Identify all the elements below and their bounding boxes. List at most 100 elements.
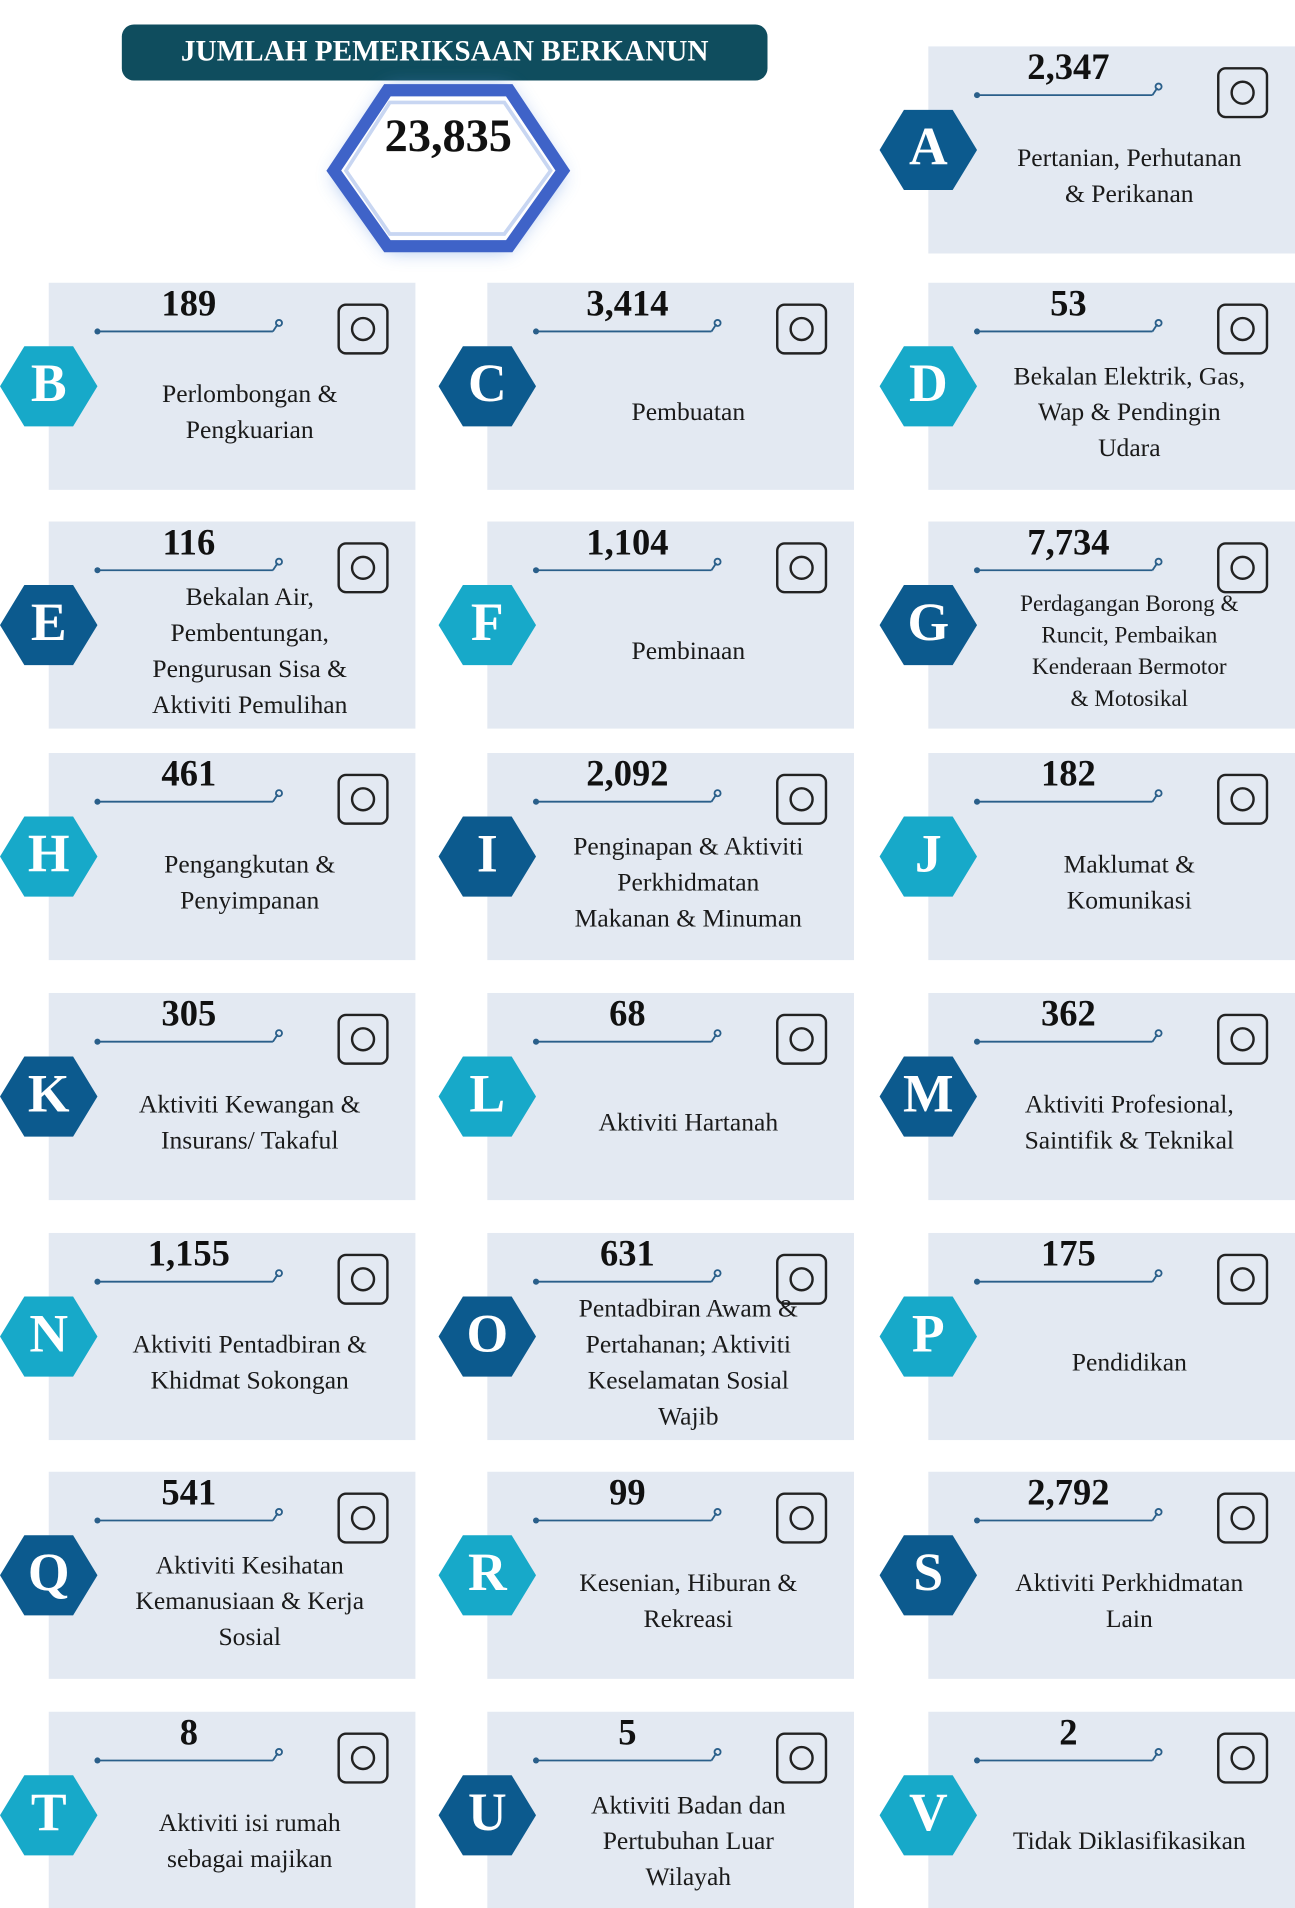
sector-icon (1217, 1492, 1269, 1544)
sector-card: 175 Pendidikan P (879, 1233, 1295, 1441)
sector-card: 7,734 Perdagangan Borong & Runcit, Pembaik… (879, 521, 1295, 729)
sector-label: Aktiviti Profesional, (1025, 1089, 1234, 1118)
connector-end-dot (275, 789, 283, 798)
connector-end-dot (1154, 1747, 1163, 1756)
sector-letter: A (909, 117, 948, 177)
connector-end-dot (713, 1507, 722, 1516)
sector-label: Pertanian, Perhutanan (1017, 143, 1242, 172)
sector-card: 1,104 Pembinaan F (438, 521, 854, 729)
card-bg (48, 1471, 416, 1679)
sector-label: Lain (1106, 1604, 1153, 1633)
connector-end-dot (713, 318, 722, 327)
sector-label: Maklumat & (1064, 849, 1196, 878)
letter-hexagon (879, 584, 978, 666)
connector-end-dot (713, 1029, 722, 1038)
letter-hexagon (438, 1535, 537, 1616)
sector-icon-detail (789, 1027, 814, 1052)
sector-card: 2,092 Penginapan & Aktiviti Perkhidmatan Ma… (438, 753, 854, 961)
sector-value: 631 (600, 1233, 655, 1274)
sector-icon-detail (350, 787, 376, 812)
sector-icon (337, 1253, 389, 1305)
connector-dot (973, 328, 981, 335)
sector-icon-detail (350, 1027, 376, 1052)
letter-hexagon (0, 584, 98, 666)
sector-card: 3,414 Pembuatan C (438, 282, 854, 490)
card-bg (928, 46, 1295, 254)
card-bg (928, 1471, 1295, 1679)
sector-icon (337, 1492, 389, 1544)
letter-hexagon (879, 1535, 978, 1616)
sector-label: Aktiviti isi rumah (159, 1808, 341, 1837)
connector-dot (973, 1757, 981, 1764)
sector-icon (1217, 1013, 1269, 1065)
card-bg (928, 521, 1295, 729)
sector-label: Pengkuarian (186, 415, 314, 444)
sector-letter: N (29, 1303, 68, 1363)
sector-label: Pembuatan (631, 397, 745, 426)
sector-icon (776, 1732, 828, 1784)
sector-value: 305 (161, 993, 216, 1034)
sector-value: 68 (609, 993, 646, 1034)
sector-icon-detail (1230, 555, 1255, 580)
connector-dot (532, 1038, 540, 1045)
connector-end-dot (275, 1029, 283, 1038)
sector-label: Makanan & Minuman (575, 903, 803, 932)
sector-label: Aktiviti Perkhidmatan (1015, 1568, 1243, 1597)
letter-hexagon (0, 1535, 98, 1616)
connector-end-dot (713, 1747, 722, 1756)
letter-hexagon (438, 584, 537, 666)
sector-letter: G (907, 592, 949, 652)
sector-icon (776, 1013, 828, 1065)
sector-label: Aktiviti Hartanah (598, 1107, 778, 1136)
sector-letter: Q (28, 1542, 70, 1602)
sector-icon-detail (1230, 80, 1255, 105)
sector-label: Kenderaan Bermotor (1032, 654, 1227, 680)
sector-letter: D (909, 353, 948, 413)
sector-card: 2,347 Pertanian, Perhutanan & Perikanan A (879, 46, 1295, 254)
connector-dot (532, 328, 540, 335)
connector-dot (94, 1517, 101, 1524)
connector-end-dot (1154, 318, 1163, 327)
letter-hexagon (0, 1296, 98, 1377)
sector-icon-detail (1230, 1267, 1255, 1292)
sector-label: Pertahanan; Aktiviti (586, 1329, 791, 1358)
sector-label: Udara (1098, 433, 1160, 462)
sector-icon (776, 773, 828, 825)
sector-label: Keselamatan Sosial (588, 1365, 789, 1394)
connector-dot (94, 328, 101, 335)
sector-letter: L (469, 1063, 505, 1123)
connector-end-dot (275, 1507, 283, 1516)
sector-card: 189 Perlombongan & Pengkuarian B (0, 282, 416, 490)
sector-label: Kemanusiaan & Kerja (135, 1586, 364, 1615)
sector-label: Pengurusan Sisa & (152, 654, 347, 683)
sector-letter: C (468, 353, 507, 413)
sector-label: Pertubuhan Luar (603, 1826, 775, 1855)
sector-label: & Perikanan (1065, 179, 1194, 208)
sector-value: 362 (1041, 993, 1096, 1034)
letter-hexagon (879, 816, 978, 897)
sector-icon (1217, 1253, 1269, 1305)
sector-card: 182 Maklumat & Komunikasi J (879, 753, 1295, 961)
title-banner (121, 24, 768, 81)
sector-card: 2 Tidak Diklasifikasikan V (879, 1712, 1295, 1908)
letter-hexagon (879, 1775, 978, 1856)
card-bg (487, 282, 854, 490)
sector-icon-detail (789, 787, 814, 812)
sector-icon-detail (350, 1745, 376, 1771)
sector-label: Pentadbiran Awam & (579, 1294, 798, 1323)
sector-card: 631 Pentadbiran Awam & Pertahanan; Aktivit… (438, 1233, 854, 1441)
connector-dot (94, 1757, 101, 1764)
sector-icon-detail (789, 316, 814, 342)
sector-icon-detail (350, 1267, 376, 1292)
sector-card: 362 Aktiviti Profesional, Saintifik & Tekn… (879, 993, 1295, 1201)
sector-icon-detail (1230, 1505, 1255, 1531)
sector-value: 2,092 (586, 753, 668, 794)
connector-end-dot (1154, 789, 1163, 798)
sector-icon-detail (1230, 316, 1255, 342)
card-bg (487, 1471, 854, 1679)
connector-dot (94, 798, 101, 805)
sector-value: 7,734 (1027, 521, 1109, 562)
sector-icon (776, 303, 828, 355)
connector-end-dot (1154, 1269, 1163, 1278)
